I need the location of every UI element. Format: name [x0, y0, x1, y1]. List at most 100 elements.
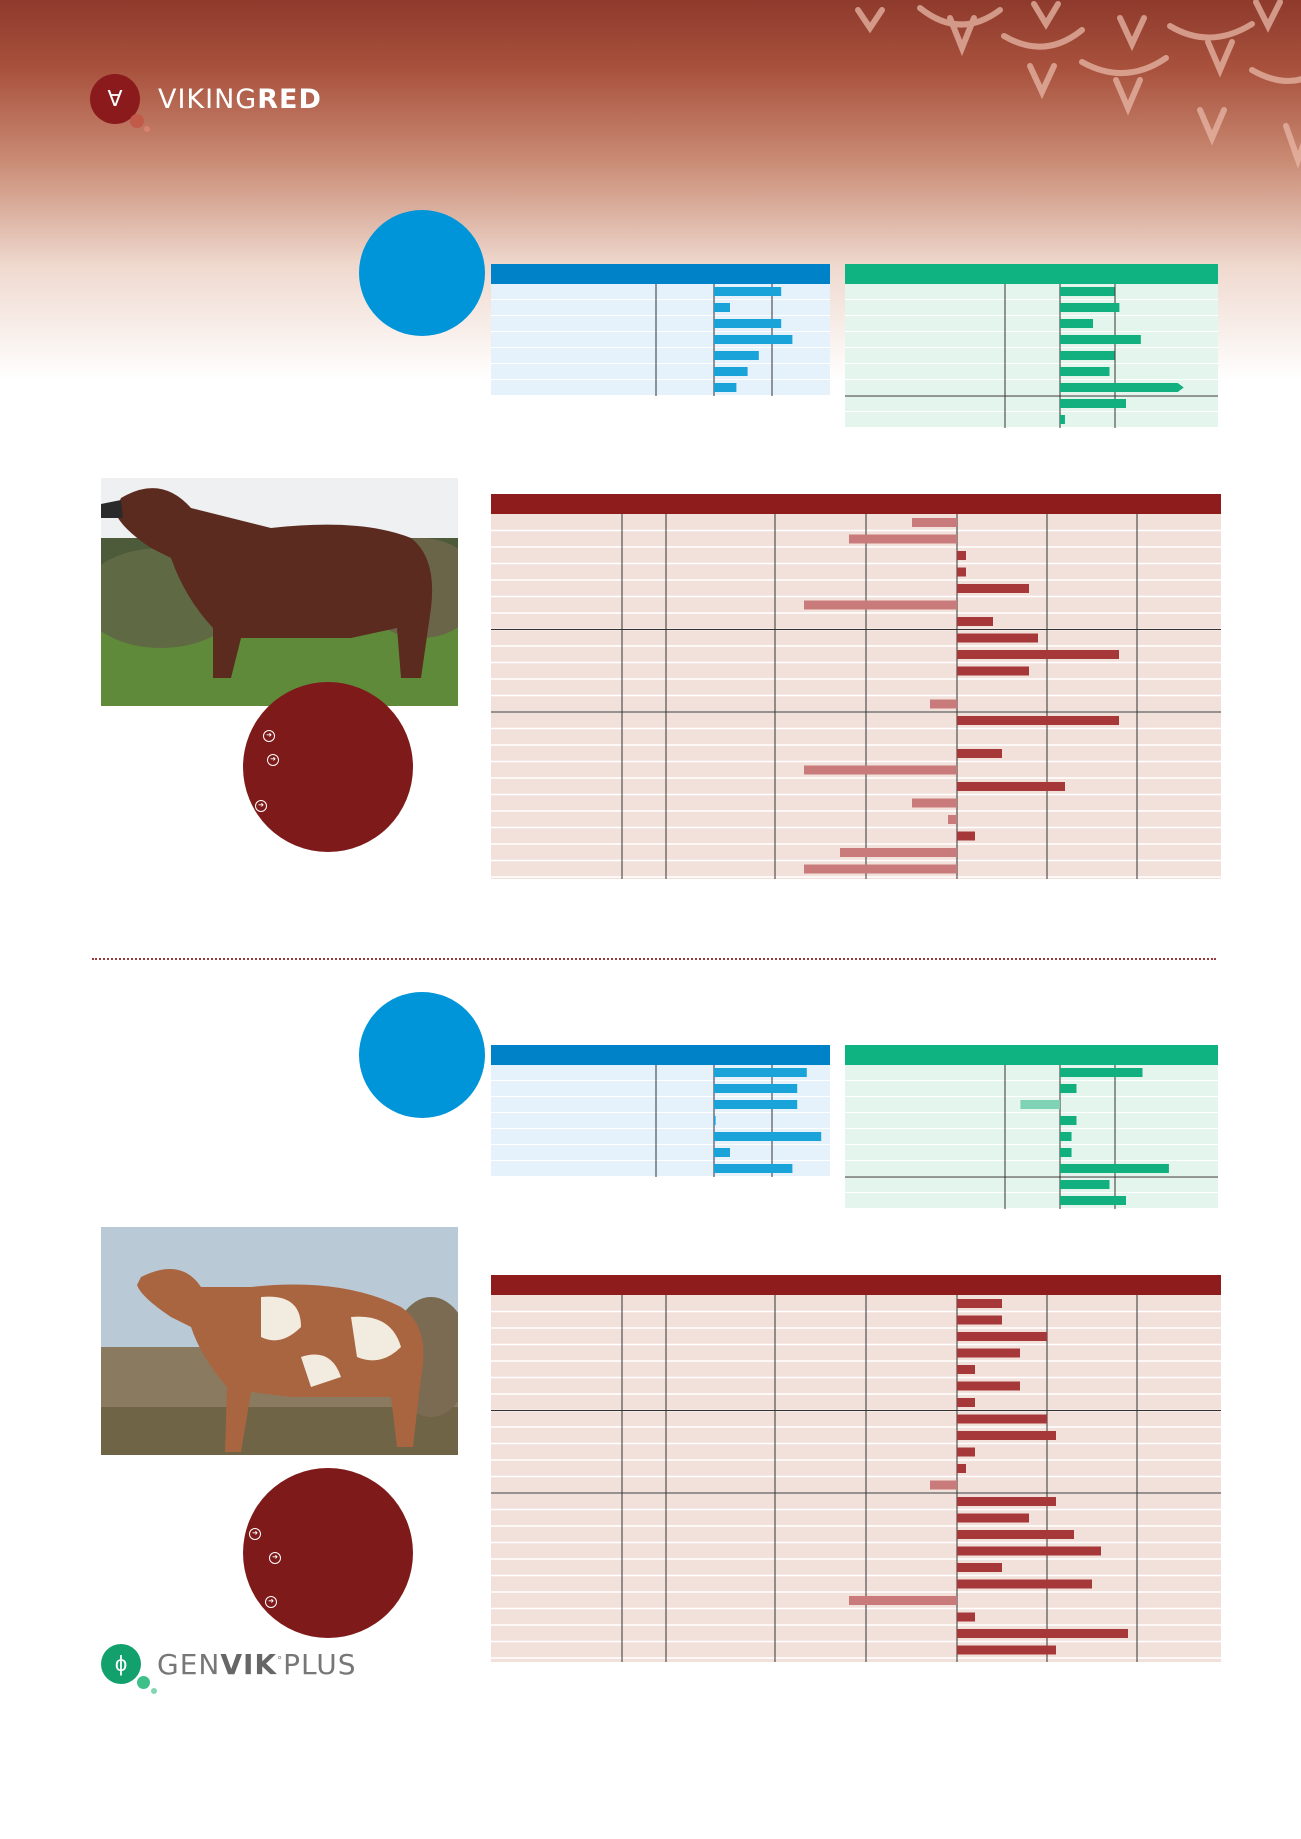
- blue-bar: [714, 367, 748, 376]
- trait-bar-positive: [957, 716, 1119, 725]
- genvikplus-wordmark: GENVIK°PLUS: [157, 1647, 357, 1681]
- bull-2-info-circle: ➜ ➜ ➜: [243, 1468, 413, 1638]
- green-row-bg: [845, 364, 1218, 380]
- genvikplus-logo-mark: ϕ: [101, 1644, 157, 1694]
- trait-bar-positive: [957, 1546, 1101, 1556]
- bull-2-blue-index-chart: [491, 1045, 830, 1178]
- vikingred-logo-mark: ∀: [90, 74, 150, 132]
- bull-1-blue-index-chart: [491, 264, 830, 397]
- vikingred-logo-icon: ∀: [107, 86, 123, 111]
- green-row-bg: [845, 284, 1218, 300]
- blue-bar: [714, 319, 782, 328]
- arrow-bullet-icon: ➜: [265, 1596, 277, 1608]
- trait-bar-negative: [849, 534, 957, 544]
- trait-bar-positive: [957, 1513, 1029, 1523]
- vikingred-logo: ∀ VIKINGRED: [90, 74, 322, 132]
- green-row-bg: [845, 1081, 1218, 1097]
- blue-bar: [714, 1100, 798, 1109]
- decorative-v-pattern: [855, 0, 1301, 170]
- trait-bar-negative: [849, 1596, 957, 1605]
- section-divider: [92, 958, 1216, 960]
- bull-2-photo: [101, 1227, 458, 1455]
- trait-bar-positive: [957, 1299, 1002, 1308]
- green-bar: [1060, 1068, 1143, 1077]
- genvikplus-wordmark-gen: GEN: [157, 1647, 221, 1681]
- trait-bar-positive: [957, 650, 1119, 659]
- green-bar: [1060, 1148, 1072, 1157]
- trait-bar-positive: [957, 584, 1029, 593]
- green-bar: [1060, 1164, 1169, 1173]
- green-bar-overflow: [1060, 383, 1184, 392]
- green-row-bg: [845, 332, 1218, 348]
- trait-bar-positive: [957, 1530, 1074, 1539]
- trait-bar-positive: [957, 749, 1002, 758]
- trait-chart-header: [491, 1275, 1221, 1295]
- green-row-bg: [845, 1129, 1218, 1145]
- blue-bar: [714, 1084, 798, 1093]
- blue-bar: [714, 303, 730, 312]
- green-bar: [1060, 399, 1126, 408]
- green-bar: [1060, 303, 1120, 312]
- trait-bar-positive: [957, 666, 1029, 676]
- green-row-bg: [845, 1065, 1218, 1081]
- logo-dot-icon: [130, 114, 144, 128]
- trait-bar-negative: [804, 765, 957, 775]
- green-bar: [1060, 1084, 1077, 1093]
- green-bar: [1060, 1132, 1072, 1141]
- trait-bar-positive: [957, 1315, 1002, 1325]
- green-bar: [1060, 367, 1110, 376]
- trait-bar-positive: [957, 1497, 1056, 1506]
- vikingred-wordmark: VIKINGRED: [158, 84, 322, 115]
- genvik-dot-small-icon: [151, 1688, 157, 1694]
- green-bar: [1060, 335, 1141, 344]
- genvikplus-wordmark-vik: VIK: [220, 1647, 278, 1681]
- arrow-bullet-icon: ➜: [269, 1552, 281, 1564]
- trait-bar-negative: [804, 864, 957, 874]
- trait-bar-positive: [957, 1348, 1020, 1358]
- green-chart-header: [845, 264, 1218, 284]
- genvik-dot-icon: [137, 1676, 150, 1689]
- green-row-bg: [845, 300, 1218, 316]
- blue-bar: [714, 1132, 822, 1141]
- trait-bg: [491, 514, 1221, 879]
- blue-row-bg: [491, 1145, 830, 1161]
- bull-1-trait-chart: [491, 494, 1221, 879]
- trait-bar-positive: [957, 633, 1038, 643]
- trait-bar-positive: [957, 551, 966, 560]
- green-bar: [1060, 415, 1065, 424]
- trait-bar-negative: [912, 518, 957, 527]
- arrow-bullet-icon: ➜: [263, 730, 275, 742]
- green-bar: [1060, 1180, 1110, 1189]
- trait-bar-positive: [957, 831, 975, 841]
- green-row-bg: [845, 348, 1218, 364]
- trait-bar-positive: [957, 617, 993, 626]
- blue-bar: [714, 383, 737, 392]
- bull-1-info-circle: ➜ ➜ ➜: [243, 682, 413, 852]
- blue-chart-header: [491, 264, 830, 284]
- blue-bar: [714, 335, 793, 344]
- trait-bar-negative: [912, 798, 957, 808]
- trait-bar-negative: [840, 848, 957, 857]
- trait-bar-positive: [957, 1332, 1047, 1341]
- trait-bar-positive: [957, 1645, 1056, 1655]
- bull-2-index-circle: [359, 992, 485, 1118]
- green-chart-header: [845, 1045, 1218, 1065]
- green-chart-rows: [845, 284, 1218, 429]
- trait-bar-positive: [957, 1464, 966, 1473]
- green-chart-rows: [845, 1065, 1218, 1210]
- arrow-bullet-icon: ➜: [267, 754, 279, 766]
- blue-bar: [714, 351, 759, 360]
- green-row-bg: [845, 1177, 1218, 1193]
- trait-bar-negative: [930, 699, 957, 709]
- trait-bar-positive: [957, 1381, 1020, 1391]
- blue-bar: [714, 1148, 730, 1157]
- blue-row-bg: [491, 380, 830, 396]
- trait-bar-positive: [957, 1612, 975, 1622]
- trait-bar-positive: [957, 1365, 975, 1374]
- trait-bar-positive: [957, 1629, 1128, 1638]
- bull-2-green-index-chart: [845, 1045, 1218, 1210]
- trait-chart-header: [491, 494, 1221, 514]
- trait-bar-positive: [957, 782, 1065, 791]
- green-bar: [1060, 1196, 1126, 1205]
- trait-bar-positive: [957, 1414, 1047, 1424]
